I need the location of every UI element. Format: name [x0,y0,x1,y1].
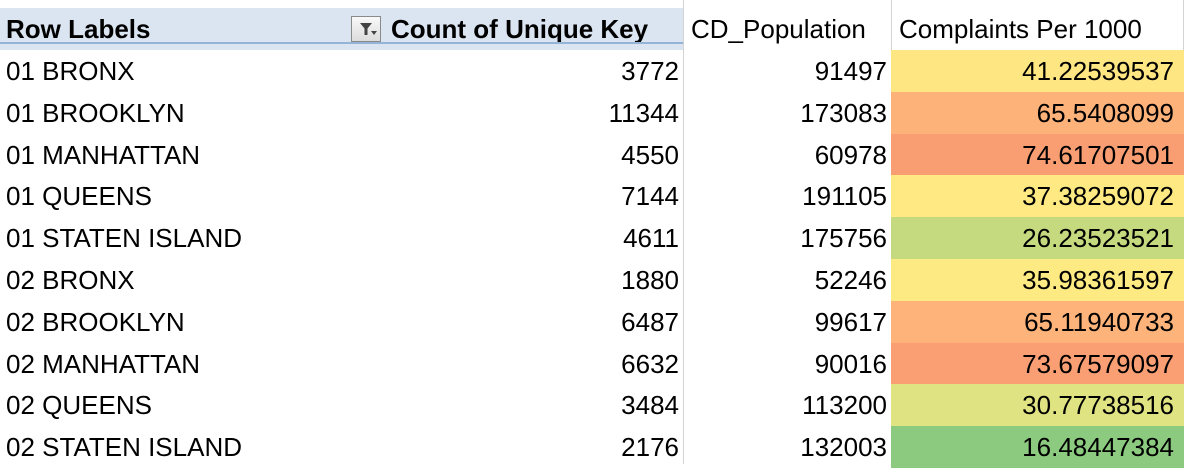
row-label-cell[interactable]: 02 MANHATTAN [6,348,201,379]
row-label-cell[interactable]: 01 MANHATTAN [6,139,201,170]
header-underline [0,42,683,44]
complaints-rate-cell[interactable]: 65.11940733 [891,300,1184,343]
filter-dropdown-icon[interactable] [351,16,381,42]
count-cell[interactable]: 4550 [621,139,679,170]
row-label-cell[interactable]: 02 STATEN ISLAND [6,432,242,463]
table-row: 02 STATEN ISLAND 2176 132003 16.48447384 [0,426,1184,468]
table-row: 01 QUEENS 7144 191105 37.38259072 [0,175,1184,218]
complaints-rate-cell[interactable]: 41.22539537 [891,50,1184,92]
table-row: 02 BROOKLYN 6487 99617 65.11940733 [0,300,1184,343]
complaints-rate-cell[interactable]: 35.98361597 [891,259,1184,301]
population-cell[interactable]: 99617 [814,306,887,337]
count-cell[interactable]: 2176 [621,432,679,463]
row-label-cell[interactable]: 02 BRONX [6,265,135,295]
count-cell[interactable]: 3484 [621,390,679,421]
population-cell[interactable]: 173083 [800,97,887,128]
population-cell[interactable]: 91497 [814,56,887,86]
row-label-cell[interactable]: 01 BROOKLYN [6,97,185,128]
population-cell[interactable]: 191105 [802,181,887,212]
population-cell[interactable]: 175756 [800,223,887,254]
complaints-rate-cell[interactable]: 74.61707501 [891,133,1184,176]
complaints-rate-cell[interactable]: 30.77738516 [891,384,1184,427]
row-label-cell[interactable]: 02 BROOKLYN [6,306,185,337]
column-gridline [683,0,684,464]
complaints-rate-cell[interactable]: 37.38259072 [891,175,1184,218]
population-cell[interactable]: 52246 [814,265,887,295]
count-cell[interactable]: 1880 [621,265,679,295]
complaints-rate-cell[interactable]: 65.5408099 [891,91,1184,134]
row-label-cell[interactable]: 01 STATEN ISLAND [6,223,242,254]
header-row: Row Labels Count of Unique Key CD_Popula… [0,8,1184,50]
row-label-cell[interactable]: 01 BRONX [6,56,135,86]
population-cell[interactable]: 90016 [814,348,887,379]
table-row: 02 MANHATTAN 6632 90016 73.67579097 [0,342,1184,385]
count-cell[interactable]: 6487 [621,306,679,337]
complaints-rate-cell[interactable]: 73.67579097 [891,342,1184,385]
count-cell[interactable]: 4611 [623,223,679,254]
table-row: 01 BROOKLYN 11344 173083 65.5408099 [0,91,1184,134]
row-label-cell[interactable]: 02 QUEENS [6,390,152,421]
population-cell[interactable]: 60978 [814,139,887,170]
count-cell[interactable]: 3772 [621,56,679,86]
table-row: 01 STATEN ISLAND 4611 175756 26.23523521 [0,217,1184,260]
count-cell[interactable]: 6632 [621,348,679,379]
cd-population-header[interactable]: CD_Population [691,14,866,44]
table-row: 01 MANHATTAN 4550 60978 74.61707501 [0,133,1184,176]
row-label-cell[interactable]: 01 QUEENS [6,181,152,212]
population-cell[interactable]: 113200 [802,390,887,421]
table-row: 02 QUEENS 3484 113200 30.77738516 [0,384,1184,427]
count-cell[interactable]: 11344 [608,97,679,128]
count-cell[interactable]: 7144 [621,181,679,212]
table-row: 01 BRONX 3772 91497 41.22539537 [0,50,1184,92]
complaints-rate-cell[interactable]: 26.23523521 [891,217,1184,260]
complaints-per-1000-header[interactable]: Complaints Per 1000 [899,14,1142,44]
table-row: 02 BRONX 1880 52246 35.98361597 [0,259,1184,301]
population-cell[interactable]: 132003 [800,432,887,463]
complaints-rate-cell[interactable]: 16.48447384 [891,426,1184,468]
